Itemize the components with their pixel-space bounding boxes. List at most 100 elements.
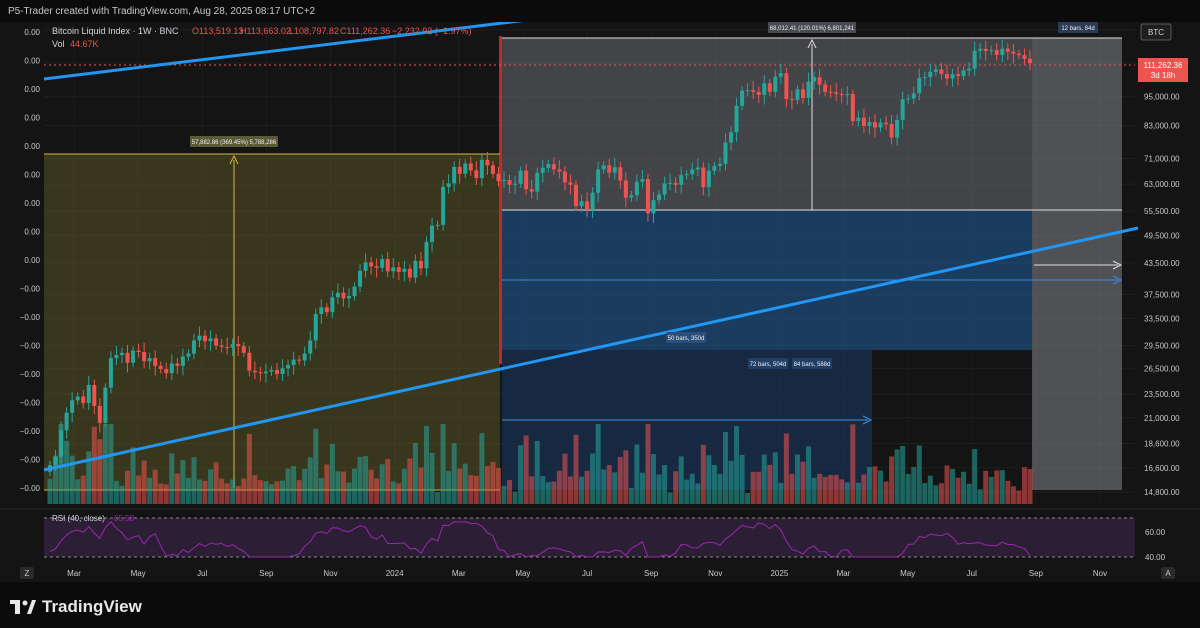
volume-bar [263, 481, 269, 504]
volume-bar [119, 485, 125, 504]
candle-body [950, 74, 955, 79]
volume-bar [639, 472, 645, 504]
volume-bar [191, 457, 197, 504]
candle-body [546, 164, 551, 168]
price-tick-label: 95,000.00 [1144, 93, 1180, 102]
candle-body [856, 117, 861, 122]
volume-bar [390, 481, 396, 504]
candle-body [634, 181, 639, 196]
candle-body [457, 166, 462, 174]
grey-right-box [1032, 38, 1122, 490]
grey-measure-box [502, 38, 1032, 210]
candle-body [568, 182, 573, 185]
legend: Bitcoin Liquid Index · 1W · BNC O113,519… [52, 26, 472, 49]
candle-body [103, 387, 108, 423]
candle-body [784, 73, 789, 99]
legend-close: C111,262.36 [340, 26, 390, 36]
candle-body [374, 266, 379, 268]
volume-bar [872, 466, 878, 504]
volume-bar [745, 492, 751, 504]
volume-bar [617, 456, 623, 504]
candle-body [263, 371, 268, 374]
volume-bar [689, 473, 695, 504]
time-tick-label: 2024 [386, 569, 404, 578]
volume-bar [944, 465, 950, 504]
volume-bar [628, 488, 634, 504]
candle-body [418, 260, 423, 269]
candle-body [557, 169, 562, 172]
candle-body [75, 396, 80, 401]
price-tick-label: 49,500.00 [1144, 231, 1180, 240]
volume-bar [900, 445, 906, 504]
volume-bar [894, 449, 900, 504]
candle-body [933, 69, 938, 72]
candle-body [944, 74, 949, 79]
price-tick-label: 26,500.00 [1144, 364, 1180, 373]
volume-bar [651, 454, 657, 504]
volume-bar [767, 464, 773, 504]
candle-body [513, 183, 518, 185]
price-tick-label: 21,000.00 [1144, 414, 1180, 423]
candle-body [507, 180, 512, 185]
volume-bar [429, 452, 435, 504]
candle-body [906, 98, 911, 100]
candle-body [778, 73, 783, 77]
candle-body [385, 258, 390, 272]
candle-body [867, 122, 872, 126]
volume-bar [645, 424, 651, 504]
blue-arrow-low-head [862, 415, 873, 425]
volume-bar [484, 466, 490, 504]
volume-bar [728, 460, 734, 504]
candle-body [651, 200, 656, 214]
volume-bar [363, 456, 369, 504]
volume-bar [839, 479, 845, 504]
candle-body [502, 180, 507, 182]
candle-body [612, 167, 617, 173]
candle-body [895, 119, 900, 138]
price-chart[interactable]: 57,882.86 (369.45%) 5,788,286 68,012.41 … [0, 14, 1200, 582]
time-tick-label: May [131, 569, 146, 578]
left-axis-label: 0.00 [24, 228, 40, 237]
left-axis-label: 0.00 [24, 142, 40, 151]
volume-bar [335, 471, 341, 504]
candle-body [734, 105, 739, 133]
rsi-band [44, 518, 1135, 557]
volume-bar [108, 424, 114, 504]
ticker-badge[interactable]: BTC [1140, 23, 1172, 41]
volume-bar [778, 482, 784, 504]
tradingview-logo[interactable]: TradingView [10, 597, 142, 617]
volume-bar [623, 450, 629, 504]
time-tick-label: Sep [259, 569, 274, 578]
volume-bar [706, 455, 712, 504]
legend-vol-label: Vol [52, 39, 65, 49]
left-axis-label: −0.00 [20, 370, 41, 379]
volume-bar [595, 424, 601, 504]
chart-area[interactable]: 57,882.86 (369.45%) 5,788,286 68,012.41 … [0, 14, 1200, 582]
time-axis[interactable]: Z A Mar May Jul Sep Nov 2024 Mar May Jul Sep Nov 20… [0, 562, 1200, 582]
volume-bar [955, 477, 961, 504]
left-axis-label: 0.00 [24, 57, 40, 66]
candle-body [1022, 55, 1027, 59]
candle-body [479, 159, 484, 179]
volume-bar [202, 480, 208, 504]
volume-bar [850, 424, 856, 504]
volume-bar [684, 479, 690, 504]
candle-body [618, 167, 623, 181]
price-axis[interactable]: 95,000.00 83,000.00 71,000.00 63,000.00 55,5… [1144, 93, 1180, 497]
volume-bar [584, 470, 590, 504]
candle-body [729, 132, 734, 143]
a-button[interactable]: A [1161, 567, 1175, 579]
current-price-value: 111,262.36 [1144, 61, 1183, 70]
volume-bar [407, 458, 413, 504]
volume-bar [1021, 467, 1027, 504]
rsi-value: 65.58 [114, 514, 135, 523]
volume-bar [700, 444, 706, 504]
price-tick-label: 71,000.00 [1144, 155, 1180, 164]
z-button[interactable]: Z [20, 567, 34, 579]
candle-body [186, 353, 191, 357]
candle-body [208, 338, 213, 342]
candle-body [773, 76, 778, 92]
volume-bar [174, 473, 180, 504]
candle-body [684, 174, 689, 176]
volume-bar [817, 473, 823, 504]
